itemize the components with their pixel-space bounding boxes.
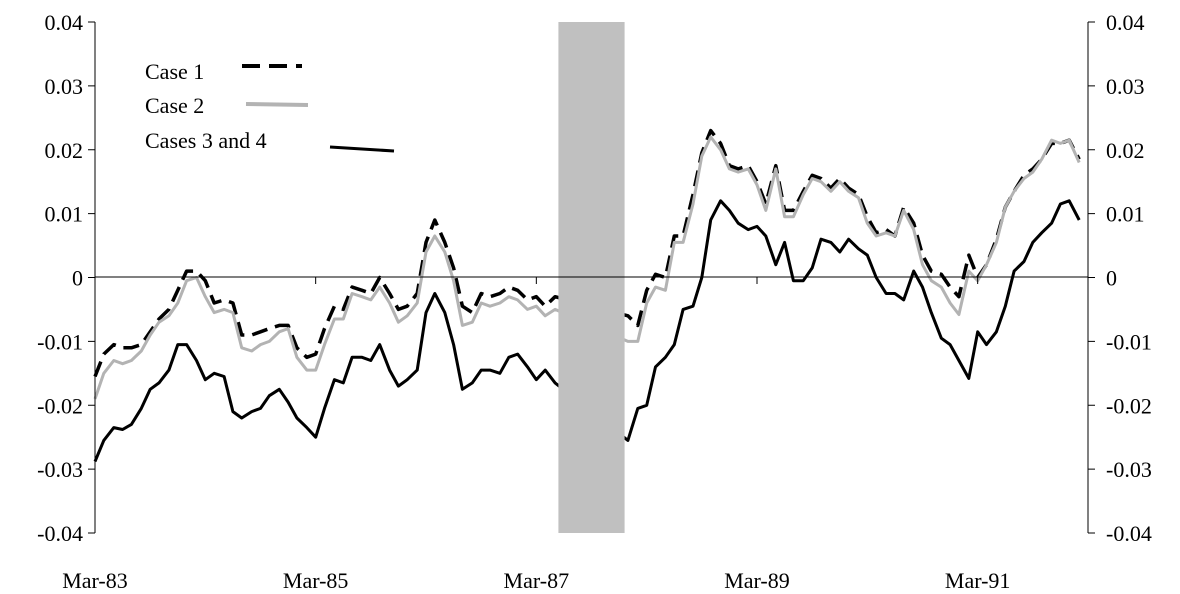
y-tick-label-left: -0.02	[37, 393, 83, 418]
series-line-1	[93, 128, 1081, 378]
y-tick-label-left: -0.04	[37, 521, 83, 546]
y-tick-label-left: 0.02	[45, 138, 84, 163]
y-tick-label-left: 0.01	[45, 202, 84, 227]
legend: Case 1 Case 2 Cases 3 and 4	[145, 59, 395, 153]
y-tick-label-left: 0.04	[45, 10, 84, 35]
y-tick-label-left: -0.01	[37, 329, 83, 354]
x-tick-label: Mar-91	[945, 568, 1011, 593]
y-tick-label-right: -0.04	[1106, 521, 1152, 546]
y-tick-label-left: -0.03	[37, 457, 83, 482]
legend-swatch-cases-3-and-4	[329, 145, 395, 153]
legend-label-case-1: Case 1	[145, 59, 204, 84]
y-tick-label-right: 0.02	[1106, 138, 1145, 163]
axis-layer: -0.04 -0.04 -0.03 -0.03 -0.02 -0.02 -0.01 -0.01…	[37, 10, 1152, 593]
x-tick-label: Mar-85	[283, 568, 349, 593]
y-tick-label-right: 0.01	[1106, 202, 1145, 227]
x-tick-label: Mar-89	[724, 568, 790, 593]
y-tick-label-right: 0.03	[1106, 74, 1145, 99]
y-tick-label-right: -0.01	[1106, 329, 1152, 354]
y-tick-label-right: -0.02	[1106, 393, 1152, 418]
legend-swatch-case-2	[245, 102, 309, 107]
series-line-2	[93, 135, 1081, 400]
y-tick-label-left: 0.03	[45, 74, 84, 99]
series-layer	[93, 128, 1081, 463]
series-line-3	[93, 199, 1081, 463]
legend-label-case-2: Case 2	[145, 93, 204, 118]
y-tick-label-left: 0	[72, 266, 83, 291]
x-tick-label: Mar-87	[504, 568, 570, 593]
y-tick-label-right: -0.03	[1106, 457, 1152, 482]
legend-label-cases-3-and-4: Cases 3 and 4	[145, 128, 267, 153]
x-tick-label: Mar-83	[62, 568, 128, 593]
y-tick-label-right: 0.04	[1106, 10, 1145, 35]
y-tick-label-right: 0	[1106, 266, 1117, 291]
